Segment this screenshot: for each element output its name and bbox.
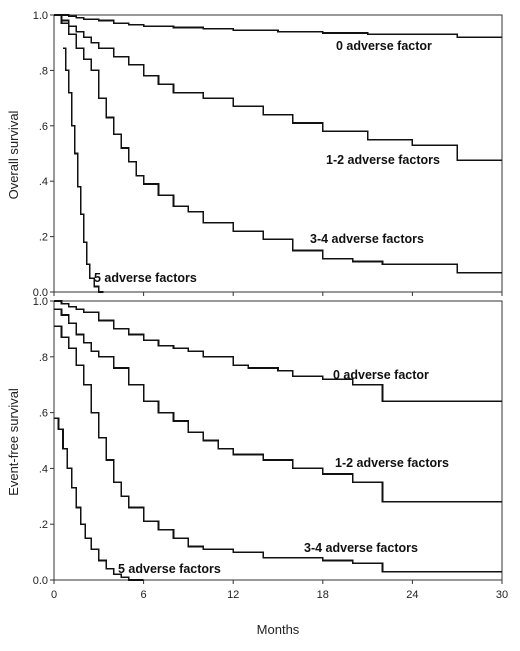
plot-frame	[53, 300, 503, 581]
curve-label-2: 3-4 adverse factors	[304, 541, 418, 555]
x-axis-title: Months	[257, 622, 300, 637]
y-tick-label: 1.0	[33, 296, 48, 308]
y-tick-label: .4	[39, 463, 48, 475]
x-tick-label: 30	[496, 589, 508, 601]
curve-label-0: 0 adverse factor	[333, 368, 429, 382]
y-tick-label: .2	[39, 232, 48, 244]
y-tick-label: 1.0	[33, 10, 48, 22]
y-tick-label: 0.0	[33, 287, 48, 299]
x-tick-label: 24	[406, 589, 418, 601]
curve-label-1: 1-2 adverse factors	[326, 153, 440, 167]
y-tick-label: 0.0	[33, 575, 48, 587]
survival-curve-2	[54, 14, 502, 274]
x-tick-label: 6	[141, 589, 147, 601]
y-tick-label: .4	[39, 176, 48, 188]
curve-label-1: 1-2 adverse factors	[335, 456, 449, 470]
x-tick-label: 0	[51, 589, 57, 601]
survival-curve-3	[54, 417, 144, 581]
y-tick-label: .2	[39, 519, 48, 531]
survival-curve-3	[62, 47, 104, 293]
chart-panel-top: 0.0 .2 .4 .6 .8 1.0 Overall survival 0 adverse …	[6, 10, 503, 299]
y-tick-label: .8	[39, 65, 48, 77]
x-tick-label: 18	[317, 589, 329, 601]
y-axis-title: Overall survival	[6, 110, 21, 199]
y-tick-label: .8	[39, 352, 48, 364]
survival-curve-0	[54, 14, 502, 38]
y-axis-title: Event-free survival	[6, 388, 21, 496]
survival-curve-0	[54, 300, 502, 403]
survival-curve-2	[54, 325, 502, 573]
survival-curve-1	[54, 14, 502, 162]
y-tick-label: .6	[39, 121, 48, 133]
curve-label-3: 5 adverse factors	[94, 271, 197, 285]
y-tick-label: .6	[39, 408, 48, 420]
curve-label-3: 5 adverse factors	[118, 562, 221, 576]
plot-frame	[53, 14, 503, 293]
chart-panel-bottom: 0.0 .2 .4 .6 .8 1.0 0 6 12 18 24 30 Event-free survi…	[6, 296, 508, 637]
x-tick-label: 12	[227, 589, 239, 601]
survival-curve-1	[54, 308, 502, 503]
curve-label-0: 0 adverse factor	[336, 39, 432, 53]
curve-label-2: 3-4 adverse factors	[310, 232, 424, 246]
